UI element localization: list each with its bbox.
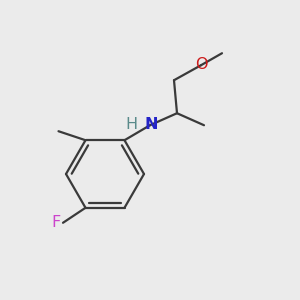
Text: F: F	[52, 215, 61, 230]
Text: N: N	[145, 117, 158, 132]
Text: H: H	[125, 117, 137, 132]
Text: O: O	[195, 57, 207, 72]
